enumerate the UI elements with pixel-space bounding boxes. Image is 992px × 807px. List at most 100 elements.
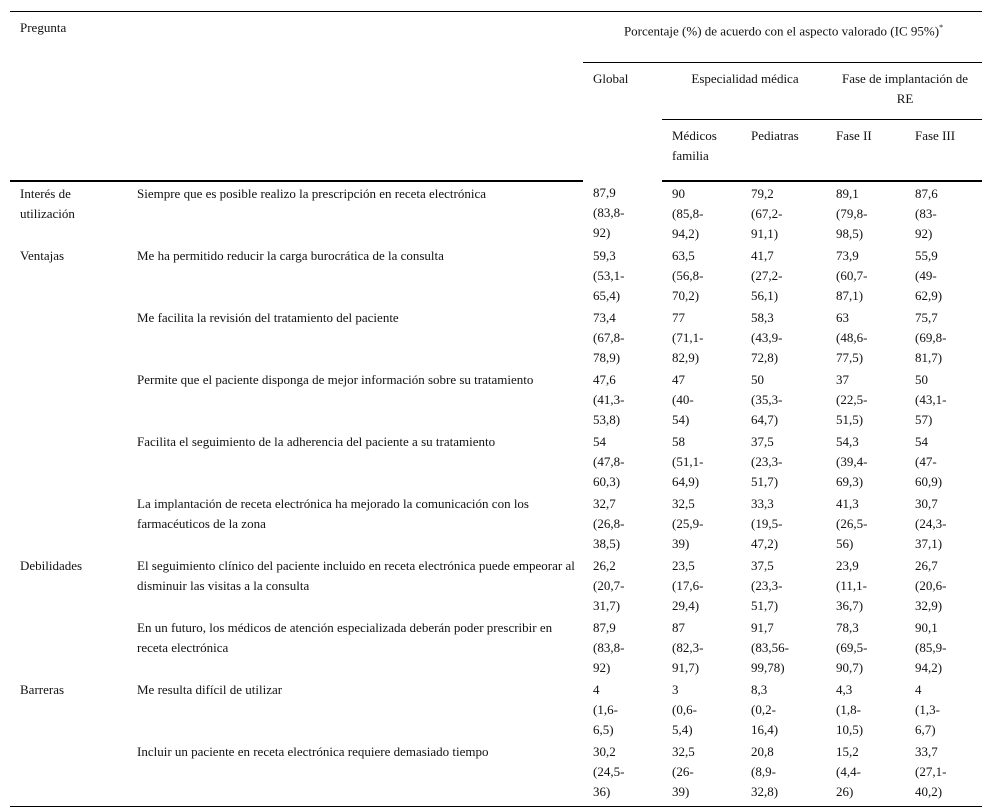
percent-value: 87,6 — [915, 186, 938, 201]
confidence-interval: (0,6- 5,4) — [672, 702, 697, 737]
group-cell — [10, 740, 127, 807]
header-fase2: Fase II — [826, 119, 905, 182]
percent-value: 30,2 — [593, 744, 616, 759]
percent-value: 77 — [672, 310, 685, 325]
confidence-interval: (1,6- 6,5) — [593, 702, 618, 737]
value-cell: 87,9 (83,8- 92) — [583, 616, 662, 678]
confidence-interval: (69,8- 81,7) — [915, 330, 947, 365]
header-especialidad: Especialidad médica — [662, 62, 826, 120]
confidence-interval: (53,1- 65,4) — [593, 268, 625, 303]
percent-value: 26,7 — [915, 558, 938, 573]
question-cell: Facilita el seguimiento de la adherencia… — [137, 434, 496, 449]
group-cell: Ventajas — [20, 248, 65, 263]
results-table: Pregunta Porcentaje (%) de acuerdo con e… — [10, 11, 983, 807]
confidence-interval: (27,1- 40,2) — [915, 764, 947, 799]
value-cell: 26,2 (20,7- 31,7) — [583, 554, 662, 616]
percent-value: 23,9 — [836, 558, 859, 573]
confidence-interval: (83- 92) — [915, 206, 937, 241]
percent-value: 32,5 — [672, 744, 695, 759]
header-porcentaje: Porcentaje (%) de acuerdo con el aspecto… — [583, 11, 983, 63]
percent-value: 54 — [593, 434, 606, 449]
value-cell: 37,5 (23,3- 51,7) — [741, 554, 826, 616]
value-cell: 41,3 (26,5- 56) — [826, 492, 905, 554]
confidence-interval: (85,8- 94,2) — [672, 206, 704, 241]
table-row: Permite que el paciente disponga de mejo… — [10, 368, 982, 430]
group-cell — [10, 430, 127, 492]
confidence-interval: (51,1- 64,9) — [672, 454, 704, 489]
percent-value: 91,7 — [751, 620, 774, 635]
confidence-interval: (43,1- 57) — [915, 392, 947, 427]
value-cell: 59,3 (53,1- 65,4) — [583, 244, 662, 306]
confidence-interval: (85,9- 94,2) — [915, 640, 947, 675]
percent-value: 32,7 — [593, 496, 616, 511]
percent-value: 37,5 — [751, 434, 774, 449]
percent-value: 73,4 — [593, 310, 616, 325]
value-cell: 87,6 (83- 92) — [905, 181, 982, 244]
value-cell: 58 (51,1- 64,9) — [662, 430, 741, 492]
group-cell: Debilidades — [20, 558, 83, 573]
confidence-interval: (20,7- 31,7) — [593, 578, 625, 613]
table-row: Debilidades El seguimiento clínico del pa… — [10, 554, 982, 616]
value-cell: 75,7 (69,8- 81,7) — [905, 306, 982, 368]
confidence-interval: (49- 62,9) — [915, 268, 943, 303]
percent-value: 75,7 — [915, 310, 938, 325]
question-cell: Incluir un paciente en receta electrónic… — [127, 740, 583, 807]
percent-value: 47,6 — [593, 372, 616, 387]
percent-value: 90 — [672, 186, 685, 201]
value-cell: 33,7 (27,1- 40,2) — [905, 740, 983, 807]
confidence-interval: (11,1- 36,7) — [836, 578, 867, 613]
percent-value: 54,3 — [836, 434, 859, 449]
table-row: Barreras Me resulta difícil de utilizar 4 (… — [10, 678, 982, 740]
confidence-interval: (35,3- 64,7) — [751, 392, 783, 427]
percent-value: 90,1 — [915, 620, 938, 635]
confidence-interval: (26,5- 56) — [836, 516, 868, 551]
value-cell: 47 (40- 54) — [662, 368, 741, 430]
question-cell: La implantación de receta electrónica ha… — [137, 496, 529, 531]
value-cell: 90 (85,8- 94,2) — [662, 181, 741, 244]
question-cell: Me resulta difícil de utilizar — [137, 682, 283, 697]
value-cell: 87,9 (83,8- 92) — [583, 181, 662, 244]
confidence-interval: (1,3- 6,7) — [915, 702, 940, 737]
value-cell: 30,7 (24,3- 37,1) — [905, 492, 982, 554]
confidence-interval: (79,8- 98,5) — [836, 206, 868, 241]
value-cell: 54 (47,8- 60,3) — [583, 430, 662, 492]
value-cell: 87 (82,3- 91,7) — [662, 616, 741, 678]
percent-value: 4 — [915, 682, 922, 697]
table-row: Facilita el seguimiento de la adherencia… — [10, 430, 982, 492]
percent-value: 23,5 — [672, 558, 695, 573]
value-cell: 33,3 (19,5- 47,2) — [741, 492, 826, 554]
confidence-interval: (8,9- 32,8) — [751, 764, 779, 799]
percent-value: 3 — [672, 682, 679, 697]
group-cell — [10, 368, 127, 430]
confidence-interval: (43,9- 72,8) — [751, 330, 783, 365]
confidence-interval: (39,4- 69,3) — [836, 454, 868, 489]
table-row: La implantación de receta electrónica ha… — [10, 492, 982, 554]
value-cell: 77 (71,1- 82,9) — [662, 306, 741, 368]
value-cell: 4 (1,6- 6,5) — [583, 678, 662, 740]
group-cell: Interés de utilización — [20, 186, 75, 221]
percent-value: 30,7 — [915, 496, 938, 511]
percent-value: 50 — [751, 372, 764, 387]
value-cell: 63 (48,6- 77,5) — [826, 306, 905, 368]
percent-value: 87 — [672, 620, 685, 635]
confidence-interval: (24,3- 37,1) — [915, 516, 947, 551]
percent-value: 78,3 — [836, 620, 859, 635]
confidence-interval: (47,8- 60,3) — [593, 454, 625, 489]
value-cell: 3 (0,6- 5,4) — [662, 678, 741, 740]
percent-value: 20,8 — [751, 744, 774, 759]
value-cell: 15,2 (4,4- 26) — [826, 740, 905, 807]
confidence-interval: (22,5- 51,5) — [836, 392, 868, 427]
header-fase3: Fase III — [905, 119, 983, 182]
percent-value: 26,2 — [593, 558, 616, 573]
value-cell: 58,3 (43,9- 72,8) — [741, 306, 826, 368]
value-cell: 26,7 (20,6- 32,9) — [905, 554, 982, 616]
question-cell: Me ha permitido reducir la carga burocrá… — [137, 248, 444, 263]
value-cell: 50 (43,1- 57) — [905, 368, 982, 430]
group-cell — [10, 306, 127, 368]
confidence-interval: (48,6- 77,5) — [836, 330, 868, 365]
value-cell: 4 (1,3- 6,7) — [905, 678, 982, 740]
confidence-interval: (41,3- 53,8) — [593, 392, 625, 427]
percent-value: 79,2 — [751, 186, 774, 201]
confidence-interval: (24,5- 36) — [593, 764, 625, 799]
value-cell: 55,9 (49- 62,9) — [905, 244, 982, 306]
